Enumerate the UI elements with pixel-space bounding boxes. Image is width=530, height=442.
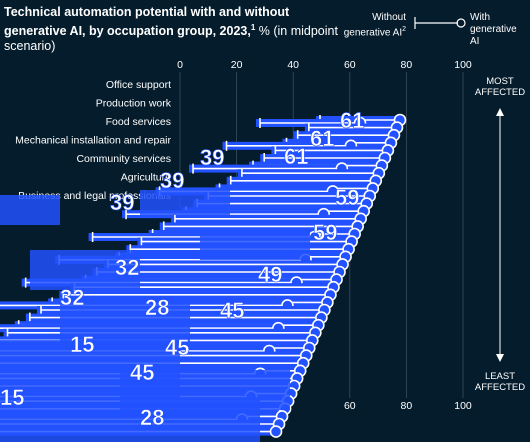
- axis-tick-label-bottom: 100: [454, 400, 472, 412]
- category-label: Office support: [106, 79, 171, 91]
- arrow-down-icon: [496, 354, 504, 362]
- value-label: 28: [145, 295, 169, 320]
- axis-tick-label-top: 80: [401, 59, 413, 71]
- category-label: Production work: [96, 98, 172, 110]
- value-label: 59: [313, 220, 337, 245]
- axis-tick-label-top: 100: [454, 59, 472, 71]
- category-label: Mechanical installation and repair: [15, 135, 171, 147]
- value-label: 61: [340, 108, 364, 133]
- axis-top: 0 20 40 60 80 100: [177, 59, 472, 71]
- value-label: 39: [160, 168, 184, 193]
- value-label: 45: [165, 335, 189, 360]
- artifact-patch: [0, 195, 60, 225]
- chart-title-bold: Technical automation potential with and …: [4, 5, 290, 39]
- legend-end-circle: [456, 18, 466, 28]
- chart-title-superscript: 1: [250, 23, 256, 32]
- value-label: 39: [200, 145, 224, 170]
- value-label: 45: [220, 298, 244, 323]
- axis-tick-label-bottom: 60: [344, 400, 356, 412]
- value-label: 15: [70, 332, 94, 357]
- axis-tick-label-top: 60: [344, 59, 356, 71]
- value-label: 32: [60, 285, 84, 310]
- legend-without-superscript: 2: [402, 26, 406, 33]
- axis-tick-label-bottom: 80: [401, 400, 413, 412]
- arrow-up-icon: [496, 108, 504, 116]
- most-affected-label: AFFECTED: [475, 87, 525, 98]
- least-affected-label: AFFECTED: [475, 382, 525, 393]
- value-label: 61: [310, 126, 334, 151]
- value-label: 45: [130, 360, 154, 385]
- value-label: 32: [115, 255, 139, 280]
- most-affected-label: MOST: [486, 76, 514, 87]
- legend-without-label: Without generative AI2: [330, 12, 406, 39]
- axis-bottom: 60 80 100: [344, 400, 472, 412]
- value-label: 15: [0, 385, 24, 410]
- value-label: 49: [258, 262, 282, 287]
- artifact-patch: [200, 230, 310, 260]
- least-affected-label: LEAST: [485, 371, 515, 382]
- axis-tick-label-top: 0: [177, 59, 183, 71]
- value-label: 59: [335, 185, 359, 210]
- chart-title-rest: % (in midpoint scenario): [4, 24, 338, 54]
- axis-tick-label-top: 40: [287, 59, 299, 71]
- category-label: Agriculture: [121, 172, 171, 184]
- artifact-patch: [120, 370, 290, 410]
- category-label: Community services: [76, 153, 171, 165]
- category-label: Food services: [106, 116, 171, 128]
- dumbbell-end-circle: [269, 425, 283, 438]
- chart-title: Technical automation potential with and …: [4, 5, 344, 54]
- rendering-artifact-layer: [0, 113, 407, 442]
- legend-with-label: With generative AI: [470, 12, 517, 47]
- legend-dumbbell-icon: [414, 17, 466, 29]
- value-label: 61: [284, 144, 308, 169]
- value-label: 39: [110, 190, 134, 215]
- legend-without-text: Without generative AI: [343, 12, 406, 39]
- value-label: 28: [140, 405, 164, 430]
- axis-tick-label-top: 20: [231, 59, 243, 71]
- artifact-patch: [30, 250, 140, 290]
- legend: Without generative AI2 With generative A…: [330, 10, 528, 47]
- artifact-patch: [140, 190, 230, 215]
- category-labels: Office support Production work Food servic…: [15, 79, 172, 202]
